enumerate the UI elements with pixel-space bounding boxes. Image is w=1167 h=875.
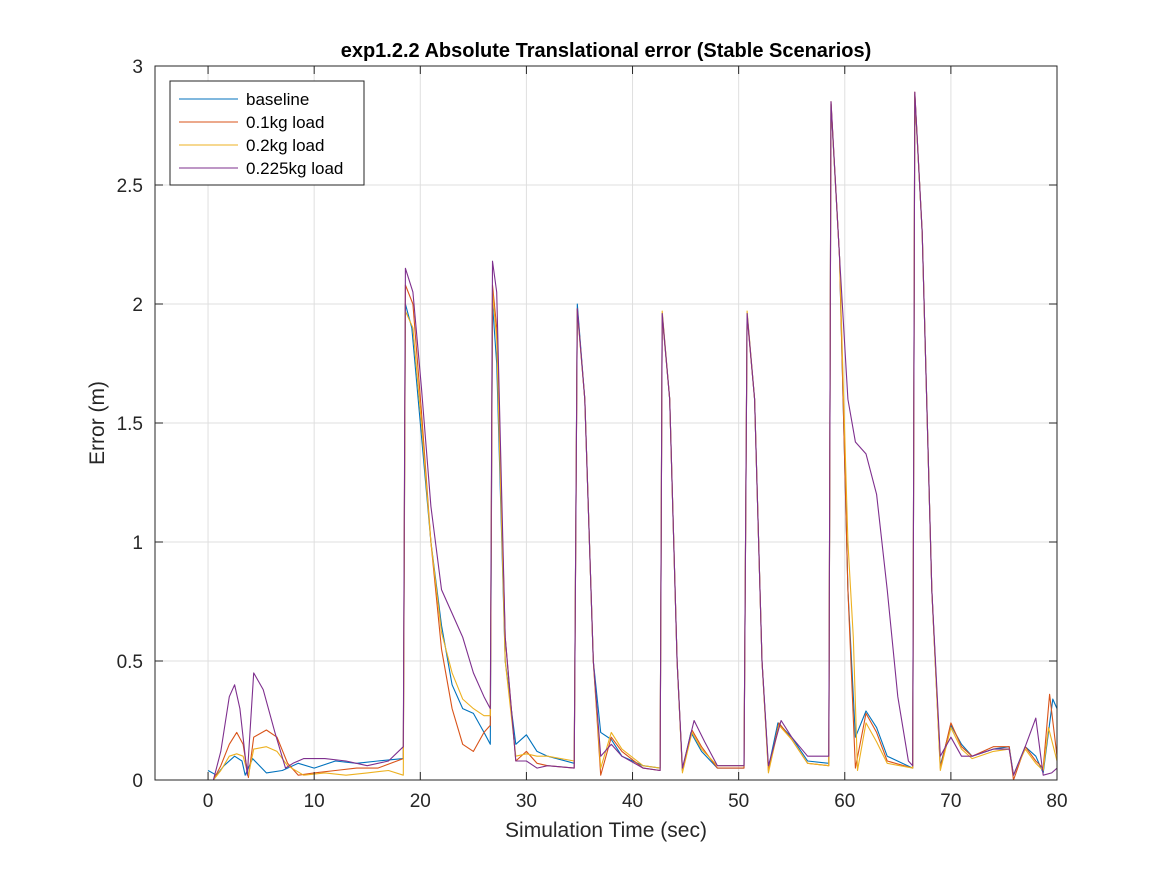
chart-title: exp1.2.2 Absolute Translational error (S… (341, 40, 872, 62)
legend-label-2: 0.1kg load (246, 113, 324, 132)
legend-label-3: 0.2kg load (246, 136, 324, 155)
y-axis-label: Error (m) (86, 381, 109, 465)
legend-box (169, 80, 365, 186)
y-tick-label: 0 (132, 771, 143, 792)
legend-label-4: 0.225kg load (246, 159, 343, 178)
x-tick-label: 40 (622, 791, 643, 812)
y-tick-label: 1.5 (117, 414, 143, 435)
series-layer (207, 91, 1057, 780)
x-tick-label: 30 (516, 791, 537, 812)
legend-label-1: baseline (246, 90, 309, 109)
x-axis-label: Simulation Time (sec) (505, 819, 707, 842)
y-tick-label: 2.5 (117, 176, 143, 197)
x-tick-label: 0 (203, 791, 214, 812)
y-tick-label: 3 (132, 57, 143, 78)
x-tick-label: 20 (410, 791, 431, 812)
y-tick-label: 0.5 (117, 652, 143, 673)
y-tick-label: 1 (132, 533, 143, 554)
ticks: 0 10 20 30 40 50 60 70 80 0 0.5 1 1.5 2 2.5 3 (117, 57, 1068, 812)
y-tick-label: 2 (132, 295, 143, 316)
legend: baseline 0.1kg load 0.2kg load 0.225kg load (169, 80, 365, 186)
series-line-4 (212, 91, 1057, 780)
x-tick-label: 70 (940, 791, 961, 812)
x-tick-label: 60 (834, 791, 855, 812)
x-tick-label: 80 (1046, 791, 1067, 812)
x-tick-label: 50 (728, 791, 749, 812)
x-tick-label: 10 (304, 791, 325, 812)
